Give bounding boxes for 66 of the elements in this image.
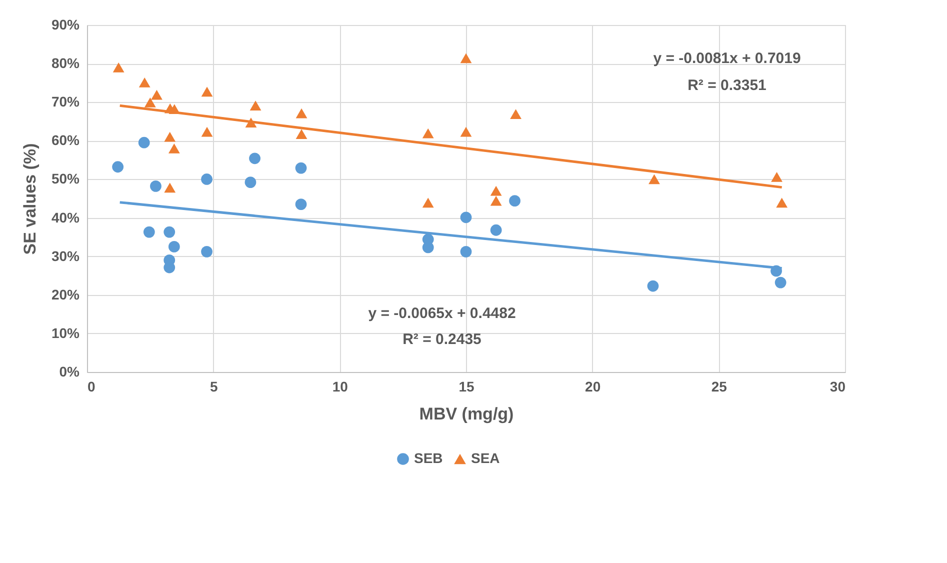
point bbox=[112, 62, 124, 72]
point bbox=[164, 132, 176, 142]
point bbox=[460, 246, 472, 258]
x-tick-label: 10 bbox=[332, 378, 348, 394]
x-tick-label: 5 bbox=[210, 378, 218, 394]
point bbox=[490, 196, 502, 206]
x-tick-label: 0 bbox=[88, 378, 96, 394]
point bbox=[460, 212, 472, 224]
point bbox=[151, 90, 162, 100]
point bbox=[143, 226, 155, 238]
x-axis-title: MBV (mg/g) bbox=[419, 404, 514, 424]
y-tick-label: 80% bbox=[51, 55, 80, 72]
point bbox=[422, 198, 434, 208]
point bbox=[295, 198, 307, 210]
y-tick-label: 50% bbox=[51, 170, 80, 187]
point bbox=[250, 100, 262, 111]
x-tick-label: 30 bbox=[830, 378, 846, 394]
x-tick-label: 15 bbox=[458, 378, 474, 394]
point bbox=[648, 174, 660, 184]
y-tick-label: 70% bbox=[51, 94, 80, 110]
point bbox=[164, 182, 176, 193]
point bbox=[296, 129, 308, 140]
point bbox=[460, 126, 472, 137]
x-tick-label: 20 bbox=[585, 378, 601, 394]
y-tick-label: 20% bbox=[51, 286, 80, 302]
y-tick-label: 0% bbox=[59, 364, 80, 380]
point bbox=[295, 162, 307, 174]
annotation: y = -0.0081x + 0.7019 bbox=[653, 50, 801, 67]
y-tick-label: 40% bbox=[51, 209, 80, 226]
point bbox=[164, 226, 176, 238]
point bbox=[776, 198, 788, 208]
point bbox=[509, 195, 520, 207]
point bbox=[422, 242, 434, 254]
point bbox=[774, 276, 786, 288]
point bbox=[138, 78, 150, 88]
point bbox=[771, 172, 782, 182]
y-tick-label: 10% bbox=[51, 324, 80, 341]
point bbox=[150, 180, 162, 192]
legend-label: SEB bbox=[414, 450, 443, 466]
point bbox=[244, 176, 256, 188]
point bbox=[112, 161, 124, 173]
y-tick-label: 60% bbox=[51, 132, 80, 148]
point bbox=[422, 128, 434, 138]
point bbox=[490, 186, 502, 196]
point bbox=[201, 126, 213, 137]
annotation: R² = 0.2435 bbox=[402, 331, 482, 348]
point bbox=[490, 224, 502, 236]
point bbox=[249, 152, 260, 164]
point bbox=[201, 174, 212, 185]
annotation: R² = 0.3351 bbox=[688, 77, 766, 94]
point bbox=[138, 136, 150, 148]
point bbox=[510, 109, 522, 119]
point bbox=[296, 108, 308, 118]
point bbox=[460, 53, 472, 64]
annotation: y = -0.0065x + 0.4482 bbox=[368, 305, 516, 322]
point bbox=[201, 246, 212, 258]
point bbox=[168, 241, 180, 252]
y-tick-label: 90% bbox=[51, 16, 80, 32]
y-tick-label: 30% bbox=[51, 248, 80, 264]
point bbox=[168, 143, 180, 154]
point bbox=[201, 86, 213, 97]
point bbox=[144, 98, 156, 108]
legend-label: SEA bbox=[471, 450, 500, 466]
x-tick-label: 25 bbox=[711, 378, 728, 394]
point bbox=[647, 280, 659, 292]
y-axis-title: SE values (%) bbox=[20, 143, 40, 255]
